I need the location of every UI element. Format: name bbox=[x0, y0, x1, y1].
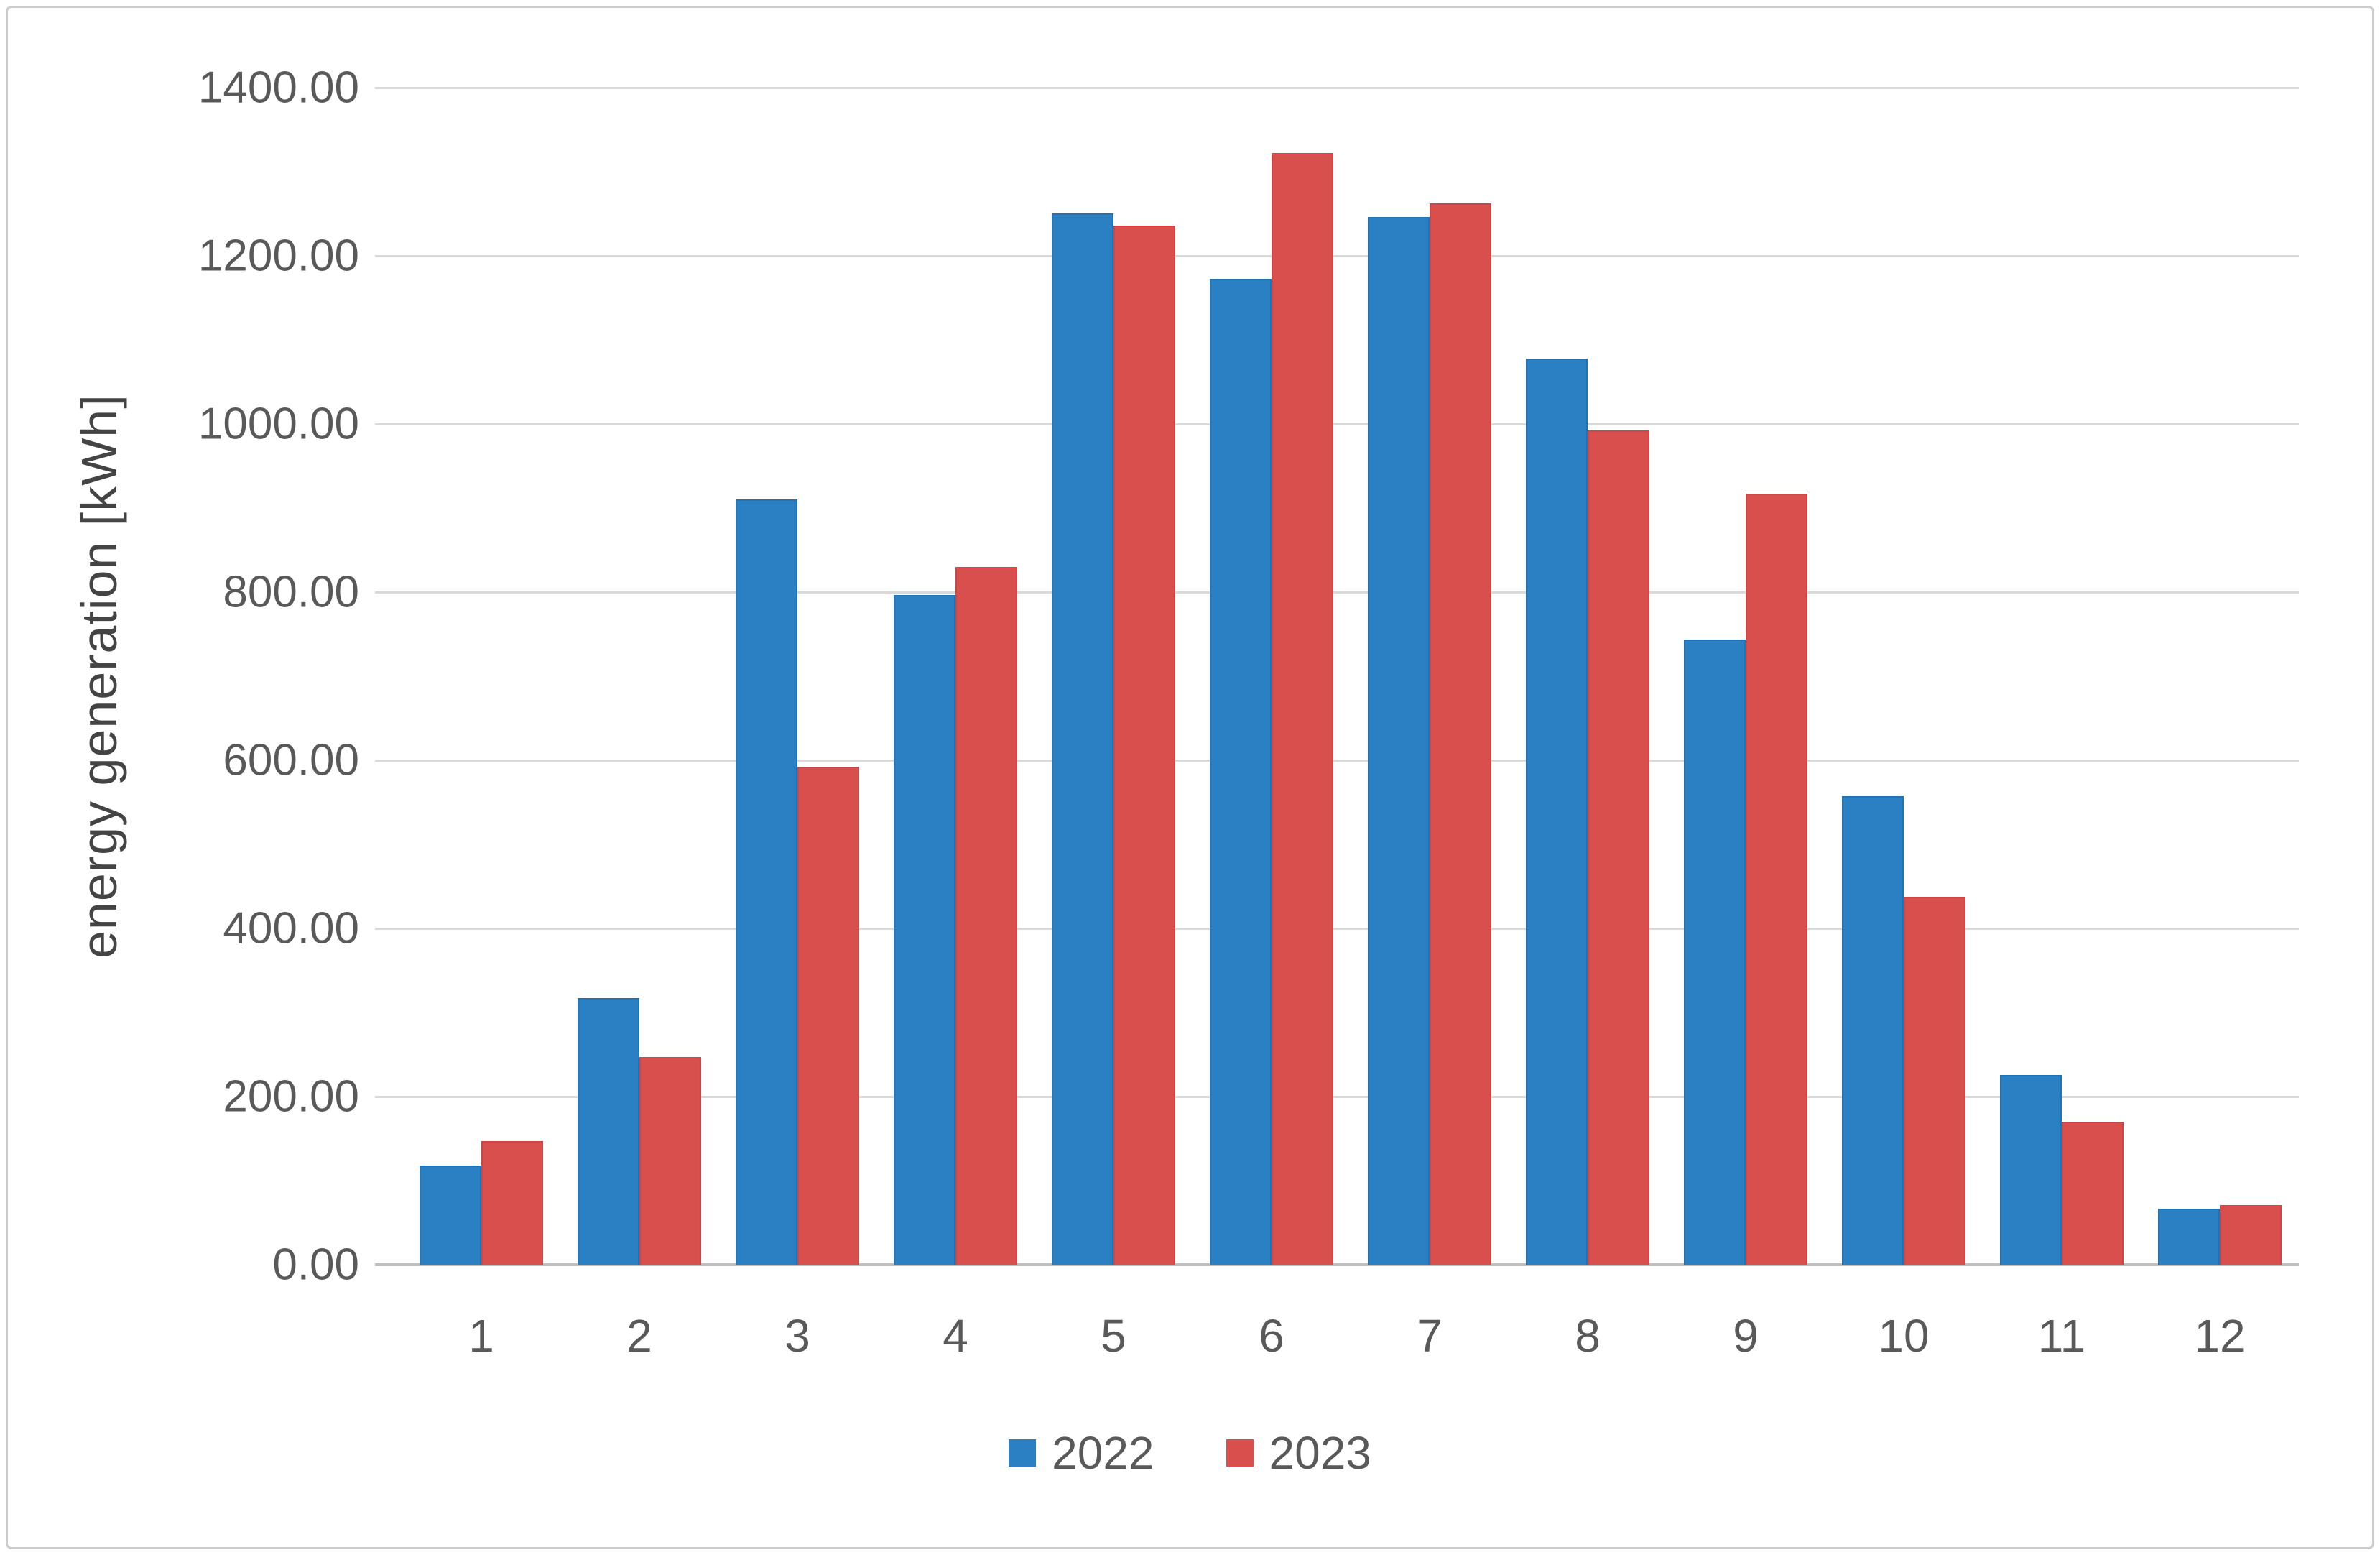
y-tick-mark-1000 bbox=[375, 423, 402, 425]
x-tick-label-1: 1 bbox=[468, 1310, 494, 1362]
y-axis-tick-labels: 0.00 200.00 400.00 600.00 800.00 1000.00 1200.… bbox=[29, 63, 359, 1290]
bar-2023-month-9 bbox=[1746, 494, 1807, 1265]
bar-2023-month-2 bbox=[639, 1057, 701, 1265]
bar-2022-month-11 bbox=[2000, 1075, 2062, 1265]
x-tick-label-4: 4 bbox=[943, 1310, 968, 1362]
legend-item-2023: 2023 bbox=[1226, 1426, 1371, 1480]
bar-group-month-2 bbox=[560, 88, 718, 1265]
bar-group-month-9 bbox=[1667, 88, 1825, 1265]
x-axis-labels: 1 2 3 4 5 6 7 8 9 10 11 12 bbox=[402, 1309, 2299, 1374]
x-tick-label-8: 8 bbox=[1575, 1310, 1601, 1362]
bar-2023-month-12 bbox=[2220, 1205, 2282, 1265]
gridline-800 bbox=[402, 591, 2299, 594]
chart-frame bbox=[6, 6, 2374, 1549]
bar-2022-month-6 bbox=[1210, 279, 1272, 1265]
bar-2023-month-6 bbox=[1272, 153, 1333, 1265]
x-tick-label-2: 2 bbox=[626, 1310, 652, 1362]
legend-label-2022: 2022 bbox=[1052, 1427, 1154, 1479]
bar-group-month-1 bbox=[402, 88, 560, 1265]
legend: 2022 2023 bbox=[0, 1426, 2380, 1480]
legend-item-2022: 2022 bbox=[1009, 1426, 1154, 1480]
bar-2022-month-7 bbox=[1368, 217, 1430, 1265]
y-tick-label-400: 400.00 bbox=[223, 903, 359, 954]
bar-2022-month-4 bbox=[894, 595, 955, 1265]
bar-group-month-11 bbox=[1983, 88, 2141, 1265]
bar-group-month-6 bbox=[1193, 88, 1351, 1265]
y-tick-label-600: 600.00 bbox=[223, 735, 359, 785]
y-tick-label-1400: 1400.00 bbox=[198, 63, 359, 113]
x-tick-label-6: 6 bbox=[1259, 1310, 1284, 1362]
legend-swatch-2023 bbox=[1226, 1439, 1254, 1467]
bar-2023-month-1 bbox=[481, 1141, 543, 1265]
bar-2022-month-2 bbox=[578, 998, 639, 1265]
bar-group-month-7 bbox=[1351, 88, 1509, 1265]
bar-2022-month-5 bbox=[1052, 213, 1113, 1265]
x-tick-label-11: 11 bbox=[2037, 1310, 2086, 1362]
bar-2022-month-10 bbox=[1842, 796, 1904, 1265]
bar-group-month-4 bbox=[876, 88, 1034, 1265]
y-tick-mark-600 bbox=[375, 760, 402, 762]
bar-2023-month-3 bbox=[797, 767, 859, 1265]
y-tick-mark-800 bbox=[375, 591, 402, 594]
y-tick-mark-200 bbox=[375, 1096, 402, 1098]
bar-2022-month-3 bbox=[736, 499, 797, 1265]
x-axis-line bbox=[375, 1263, 2299, 1266]
bar-group-month-8 bbox=[1509, 88, 1667, 1265]
bar-group-month-5 bbox=[1034, 88, 1193, 1265]
y-tick-label-0: 0.00 bbox=[272, 1240, 359, 1290]
x-tick-label-9: 9 bbox=[1733, 1310, 1759, 1362]
plot-area bbox=[375, 87, 2299, 1266]
legend-label-2023: 2023 bbox=[1269, 1427, 1371, 1479]
x-tick-label-7: 7 bbox=[1417, 1310, 1443, 1362]
x-tick-label-10: 10 bbox=[1878, 1310, 1930, 1362]
y-tick-label-1000: 1000.00 bbox=[198, 399, 359, 449]
bar-2023-month-11 bbox=[2062, 1122, 2124, 1265]
y-tick-mark-400 bbox=[375, 928, 402, 930]
bar-2022-month-12 bbox=[2158, 1209, 2220, 1265]
bar-2022-month-1 bbox=[420, 1166, 481, 1265]
x-tick-label-5: 5 bbox=[1101, 1310, 1126, 1362]
gridline-1200 bbox=[402, 255, 2299, 257]
bar-2023-month-4 bbox=[955, 567, 1017, 1265]
y-tick-mark-1400 bbox=[375, 87, 402, 89]
bar-group-month-10 bbox=[1825, 88, 1983, 1265]
bar-2022-month-8 bbox=[1526, 359, 1588, 1265]
gridline-1400 bbox=[402, 87, 2299, 89]
gridline-600 bbox=[402, 760, 2299, 762]
gridline-400 bbox=[402, 928, 2299, 930]
bar-2023-month-8 bbox=[1588, 430, 1649, 1265]
x-tick-label-12: 12 bbox=[2194, 1310, 2246, 1362]
bar-2023-month-10 bbox=[1904, 897, 1965, 1265]
bar-2023-month-5 bbox=[1113, 226, 1175, 1265]
legend-swatch-2022 bbox=[1009, 1439, 1037, 1467]
gridline-200 bbox=[402, 1096, 2299, 1098]
bar-group-month-3 bbox=[718, 88, 876, 1265]
gridline-1000 bbox=[402, 423, 2299, 425]
bar-group-month-12 bbox=[2141, 88, 2299, 1265]
y-tick-label-800: 800.00 bbox=[223, 567, 359, 617]
y-tick-label-1200: 1200.00 bbox=[198, 231, 359, 281]
y-tick-mark-1200 bbox=[375, 255, 402, 257]
x-tick-label-3: 3 bbox=[784, 1310, 810, 1362]
y-tick-label-200: 200.00 bbox=[223, 1071, 359, 1122]
bar-2023-month-7 bbox=[1430, 203, 1491, 1265]
bar-2022-month-9 bbox=[1684, 640, 1746, 1265]
